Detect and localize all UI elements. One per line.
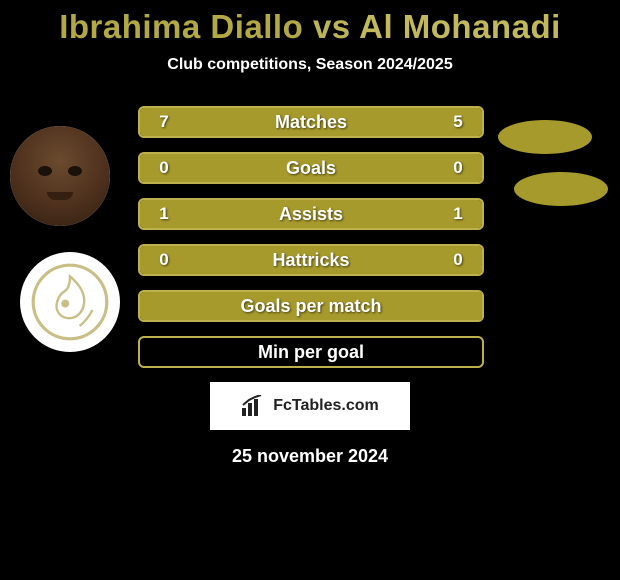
stat-row: 0 Hattricks 0 bbox=[138, 244, 484, 276]
watermark: FcTables.com bbox=[210, 382, 410, 430]
stat-value-right: 0 bbox=[448, 158, 468, 178]
stat-value-right: 5 bbox=[448, 112, 468, 132]
stat-label: Assists bbox=[279, 204, 343, 225]
date: 25 november 2024 bbox=[0, 446, 620, 467]
subtitle: Club competitions, Season 2024/2025 bbox=[0, 56, 620, 74]
title-player2: Al Mohanadi bbox=[359, 8, 561, 45]
stat-value-right: 1 bbox=[448, 204, 468, 224]
stat-value-left: 0 bbox=[154, 158, 174, 178]
stat-label: Matches bbox=[275, 112, 347, 133]
watermark-text: FcTables.com bbox=[273, 397, 379, 415]
title-vs: vs bbox=[313, 8, 351, 45]
stat-value-right: 0 bbox=[448, 250, 468, 270]
stat-row: 1 Assists 1 bbox=[138, 198, 484, 230]
stat-row: 7 Matches 5 bbox=[138, 106, 484, 138]
stat-row: Min per goal bbox=[138, 336, 484, 368]
decorative-oval-2 bbox=[514, 172, 608, 206]
stat-row: 0 Goals 0 bbox=[138, 152, 484, 184]
page-title: Ibrahima Diallo vs Al Mohanadi bbox=[0, 8, 620, 46]
stat-row: Goals per match bbox=[138, 290, 484, 322]
stats-bars: 7 Matches 5 0 Goals 0 1 Assists 1 0 Hattricks 0 Goal… bbox=[138, 106, 484, 368]
avatar-player1 bbox=[10, 126, 110, 226]
avatar-player2 bbox=[20, 252, 120, 352]
title-player1: Ibrahima Diallo bbox=[59, 8, 303, 45]
stat-value-left: 1 bbox=[154, 204, 174, 224]
club-crest-placeholder bbox=[30, 262, 110, 342]
stat-value-left: 0 bbox=[154, 250, 174, 270]
stat-label: Hattricks bbox=[272, 250, 349, 271]
decorative-oval-1 bbox=[498, 120, 592, 154]
stat-value-left: 7 bbox=[154, 112, 174, 132]
chart-icon bbox=[241, 395, 267, 417]
stat-label: Goals bbox=[286, 158, 336, 179]
player-face-placeholder bbox=[10, 126, 110, 226]
stat-label: Goals per match bbox=[240, 296, 381, 317]
stat-label: Min per goal bbox=[258, 342, 364, 363]
comparison-infographic: Ibrahima Diallo vs Al Mohanadi Club comp… bbox=[0, 0, 620, 580]
